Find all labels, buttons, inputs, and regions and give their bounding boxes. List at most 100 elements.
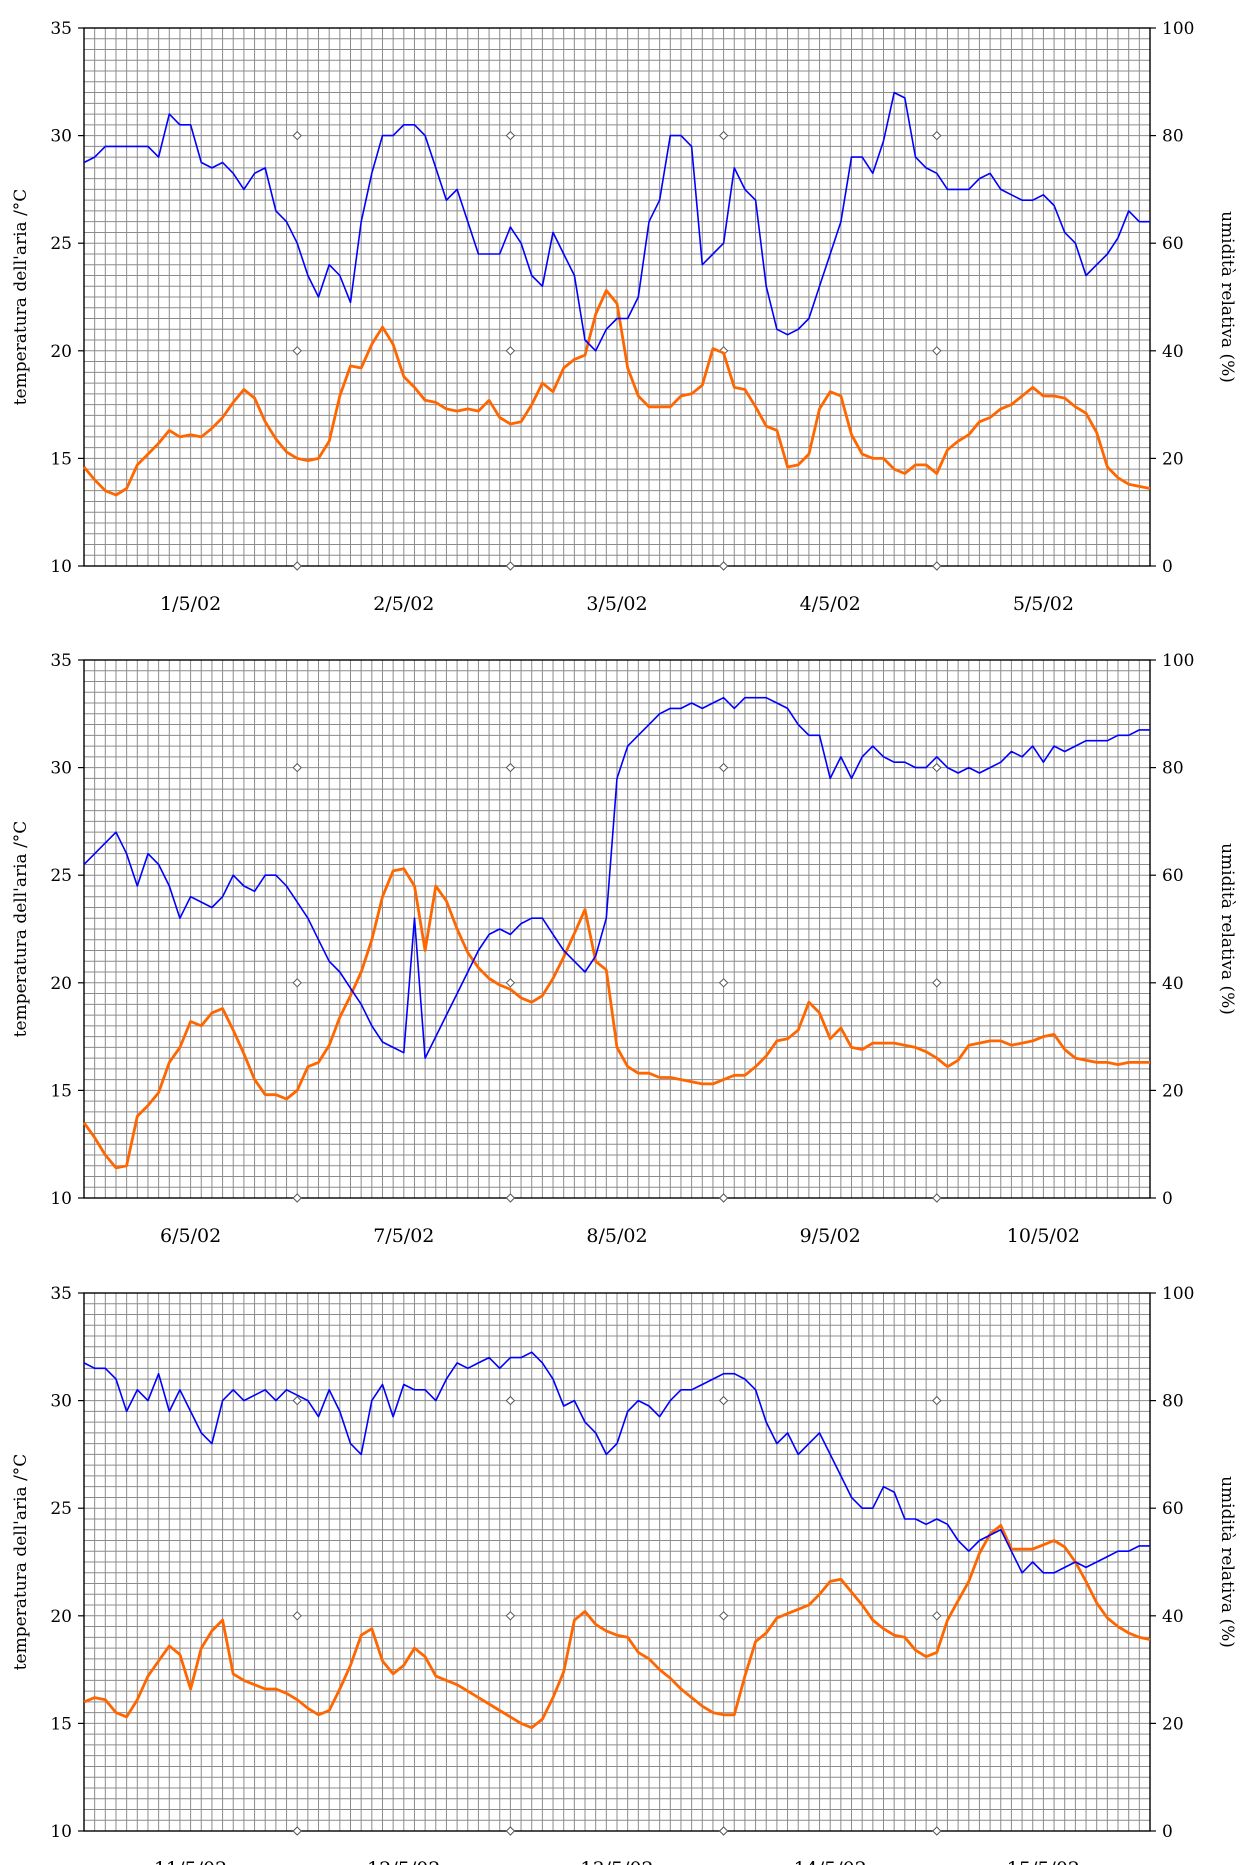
y-left-tick-label: 35 xyxy=(50,651,72,671)
x-category-label: 15/5/02 xyxy=(1007,1858,1080,1865)
y-right-tick-label: 80 xyxy=(1162,127,1184,147)
y-right-tick-label: 20 xyxy=(1162,1081,1184,1101)
temperature-series-line xyxy=(83,1524,1151,1730)
y-left-tick-label: 35 xyxy=(50,19,72,39)
day-boundary-marker xyxy=(932,130,942,141)
plot-frame xyxy=(83,1292,1151,1832)
x-category-label: 7/5/02 xyxy=(373,1225,434,1247)
grid xyxy=(84,660,1150,1198)
day-boundary-marker xyxy=(932,1826,942,1836)
humidity-series-line xyxy=(83,91,1150,352)
y-right-tick-label: 80 xyxy=(1162,759,1184,779)
day-boundary-marker xyxy=(932,1611,942,1621)
y-right-tick-label: 100 xyxy=(1162,1284,1194,1304)
grid xyxy=(84,28,1150,566)
y-right-tick-label: 40 xyxy=(1162,342,1184,362)
y-right-tick-label: 80 xyxy=(1162,1392,1184,1412)
x-category-label: 5/5/02 xyxy=(1013,593,1074,615)
y-left-tick-label: 30 xyxy=(50,759,72,779)
chart-panel-3: 10 15 20 25 30 35 0 20 40 60 80 100 11/5/02 12/5/02 13… xyxy=(11,1284,1237,1865)
y-right-tick-label: 100 xyxy=(1162,19,1194,39)
x-category-label: 13/5/02 xyxy=(580,1858,653,1865)
day-boundary-marker xyxy=(292,1193,302,1203)
humidity-series-line xyxy=(83,696,1150,1059)
day-boundary-marker xyxy=(505,1193,516,1203)
day-boundary-marker xyxy=(505,762,516,773)
x-category-label: 6/5/02 xyxy=(160,1225,221,1247)
day-boundary-marker xyxy=(718,1193,729,1203)
day-boundary-marker xyxy=(932,346,942,356)
y-left-tick-label: 20 xyxy=(50,1607,72,1627)
grid-lines xyxy=(84,28,1150,566)
day-boundary-marker xyxy=(505,1395,516,1406)
day-boundary-marker xyxy=(292,1395,302,1406)
y-right-tick-label: 40 xyxy=(1162,974,1184,994)
day-boundary-marker xyxy=(505,130,516,141)
day-boundary-marker xyxy=(292,978,302,988)
y-left-tick-label: 20 xyxy=(50,974,72,994)
y-right-tick-label: 20 xyxy=(1162,449,1184,469)
x-category-label: 10/5/02 xyxy=(1007,1225,1080,1247)
day-boundary-marker xyxy=(292,130,302,141)
day-boundary-marker xyxy=(292,1611,302,1621)
chart-panel-1: 10 15 20 25 30 35 0 20 40 60 80 100 1/5/02 2/5/02 3/5/… xyxy=(11,19,1237,615)
x-category-label: 3/5/02 xyxy=(586,593,647,615)
y-left-tick-label: 25 xyxy=(50,1499,72,1519)
x-category-label: 2/5/02 xyxy=(373,593,434,615)
day-boundary-marker xyxy=(505,346,516,356)
humidity-series-line xyxy=(83,1351,1150,1574)
day-boundary-marker xyxy=(718,130,729,141)
x-category-label: 1/5/02 xyxy=(160,593,221,615)
day-boundary-marker xyxy=(292,1826,302,1836)
y-left-tick-label: 25 xyxy=(50,234,72,254)
day-boundary-marker xyxy=(292,346,302,356)
day-boundary-marker xyxy=(505,1826,516,1836)
grid-lines xyxy=(84,660,1150,1198)
day-boundary-marker xyxy=(292,762,302,773)
day-boundary-marker xyxy=(932,978,942,988)
y-left-tick-label: 15 xyxy=(50,449,72,469)
y-right-tick-label: 60 xyxy=(1162,866,1184,886)
grid-lines xyxy=(84,1293,1150,1831)
day-boundary-marker xyxy=(718,978,729,988)
y-left-axis-label: temperatura dell'aria /°C xyxy=(11,821,31,1038)
y-left-tick-label: 15 xyxy=(50,1081,72,1101)
x-category-label: 8/5/02 xyxy=(586,1225,647,1247)
y-left-tick-label: 20 xyxy=(50,342,72,362)
day-boundary-marker xyxy=(505,1611,516,1621)
x-category-label: 14/5/02 xyxy=(794,1858,867,1865)
y-right-axis-label: umidità relativa (%) xyxy=(1217,211,1237,383)
y-left-tick-label: 30 xyxy=(50,127,72,147)
y-right-tick-label: 0 xyxy=(1162,1189,1173,1209)
y-right-tick-label: 40 xyxy=(1162,1607,1184,1627)
day-boundary-marker xyxy=(932,561,942,571)
x-category-label: 9/5/02 xyxy=(800,1225,861,1247)
y-right-tick-label: 60 xyxy=(1162,234,1184,254)
y-left-axis-label: temperatura dell'aria /°C xyxy=(11,1454,31,1671)
y-left-tick-label: 25 xyxy=(50,866,72,886)
y-right-tick-label: 20 xyxy=(1162,1714,1184,1734)
y-left-tick-label: 30 xyxy=(50,1392,72,1412)
plot-frame xyxy=(83,27,1151,567)
temperature-series-line xyxy=(82,867,1150,1170)
y-left-tick-label: 10 xyxy=(50,557,72,577)
y-left-tick-label: 10 xyxy=(50,1189,72,1209)
x-category-label: 4/5/02 xyxy=(800,593,861,615)
day-boundary-marker xyxy=(932,1395,942,1406)
day-boundary-marker xyxy=(718,1611,729,1621)
y-right-tick-label: 0 xyxy=(1162,557,1173,577)
grid xyxy=(84,1293,1150,1831)
plot-frame xyxy=(83,659,1151,1199)
y-left-tick-label: 15 xyxy=(50,1714,72,1734)
y-right-tick-label: 0 xyxy=(1162,1822,1173,1842)
x-category-label: 11/5/02 xyxy=(154,1858,227,1865)
temperature-series-line xyxy=(82,289,1151,497)
chart-panel-2: 10 15 20 25 30 35 0 20 40 60 80 100 6/5/02 7/5/02 8/5/… xyxy=(11,651,1237,1247)
y-right-tick-label: 60 xyxy=(1162,1499,1184,1519)
day-boundary-marker xyxy=(292,561,302,571)
day-boundary-marker xyxy=(718,1395,729,1406)
day-boundary-marker xyxy=(718,1826,729,1836)
y-right-axis-label: umidità relativa (%) xyxy=(1217,843,1237,1015)
y-left-tick-label: 35 xyxy=(50,1284,72,1304)
